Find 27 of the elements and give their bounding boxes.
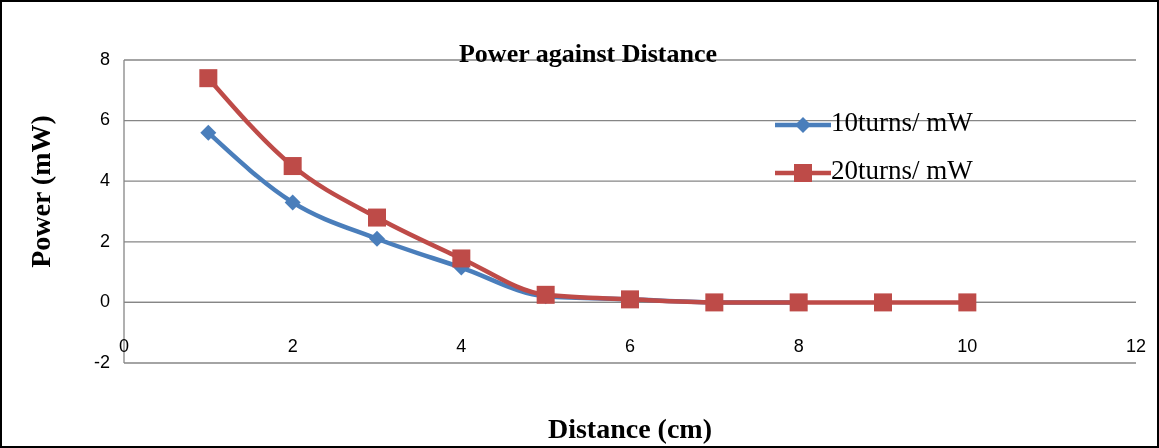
x-tick-label: 2 xyxy=(287,336,298,356)
point xyxy=(199,69,218,88)
legend-label: 10turns/ mW xyxy=(831,107,974,138)
point xyxy=(284,194,301,211)
point xyxy=(368,208,386,227)
point xyxy=(874,293,892,312)
point xyxy=(200,124,217,141)
y-tick-label: 8 xyxy=(99,48,110,69)
x-tick-label: 8 xyxy=(793,336,804,356)
y-tick-label: 4 xyxy=(99,169,110,190)
x-tick-label: 12 xyxy=(1125,336,1147,356)
y-axis-title: Power (mW) xyxy=(25,115,56,268)
y-tick-label: 0 xyxy=(99,291,110,312)
y-tick-label: 2 xyxy=(99,230,110,251)
x-tick-label: 10 xyxy=(957,336,978,356)
x-tick-label: 6 xyxy=(624,336,636,356)
x-axis-title: Distance (cm) xyxy=(547,413,713,444)
chart-title: Power against Distance xyxy=(458,39,718,68)
point xyxy=(283,157,302,176)
point xyxy=(958,293,977,312)
y-tick-label: 6 xyxy=(99,109,110,130)
legend-label: 20turns/ mW xyxy=(831,155,974,186)
point xyxy=(452,249,471,268)
x-tick-label: 4 xyxy=(456,336,467,356)
x-tick-label: 0 xyxy=(118,336,130,356)
point xyxy=(369,230,385,247)
y-tick-label: -2 xyxy=(93,351,110,372)
